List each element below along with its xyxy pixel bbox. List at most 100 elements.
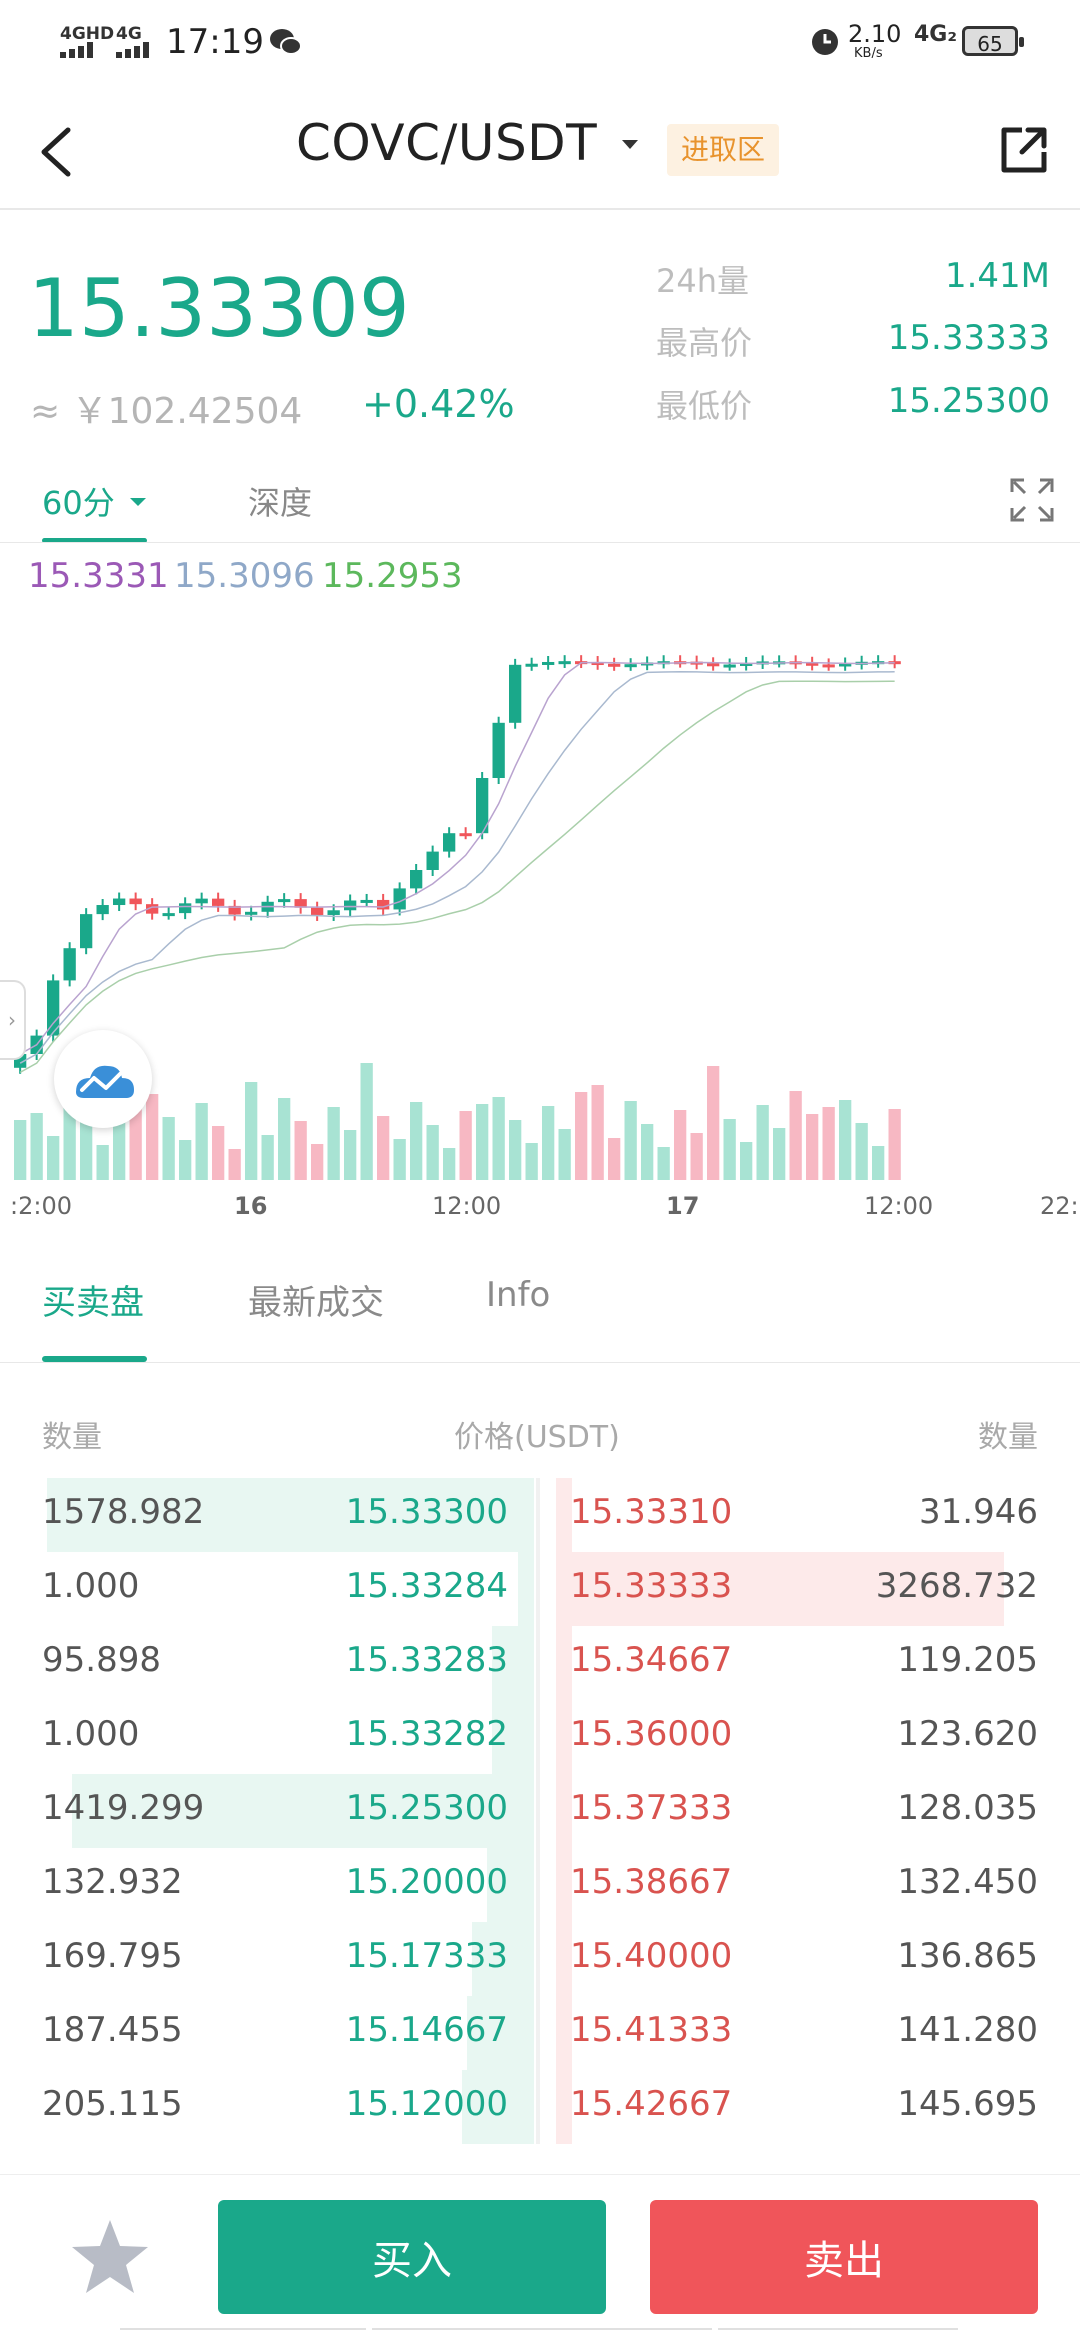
favorite-star-icon[interactable] xyxy=(68,2216,152,2300)
tab-depth[interactable]: 深度 xyxy=(248,484,313,522)
volume-bar xyxy=(278,1098,291,1180)
candle xyxy=(311,907,324,915)
volume-bar xyxy=(360,1063,373,1180)
volume-bar xyxy=(344,1130,357,1180)
bid-price: 15.33283 xyxy=(345,1640,508,1680)
pair-title[interactable]: COVC/USDT xyxy=(296,114,598,172)
ask-price: 15.42667 xyxy=(570,2084,733,2124)
volume-bar xyxy=(542,1106,555,1180)
ask-qty: 132.450 xyxy=(897,1862,1038,1902)
ask-qty: 136.865 xyxy=(897,1936,1038,1976)
orderbook-row[interactable]: 1419.299 15.25300 15.37333 128.035 xyxy=(0,1774,1080,1848)
buy-button[interactable]: 买入 xyxy=(218,2200,606,2314)
zone-badge: 进取区 xyxy=(667,124,780,176)
candle xyxy=(839,663,852,667)
orderbook-row[interactable]: 95.898 15.33283 15.34667 119.205 xyxy=(0,1626,1080,1700)
bid-depth-bar xyxy=(72,1774,522,1848)
volume-bar xyxy=(641,1124,654,1180)
orderbook-row[interactable]: 187.455 15.14667 15.41333 141.280 xyxy=(0,1996,1080,2070)
tab-interval[interactable]: 60分 xyxy=(42,484,115,522)
volume-bar xyxy=(806,1114,819,1180)
stat-label-high: 最高价 xyxy=(656,324,753,362)
bid-depth-bar xyxy=(467,1996,522,2070)
volume-bar xyxy=(575,1092,588,1180)
orderbook-row[interactable]: 132.932 15.20000 15.38667 132.450 xyxy=(0,1848,1080,1922)
bid-depth-bar xyxy=(492,1700,522,1774)
candle xyxy=(344,900,357,911)
volume-bar xyxy=(195,1103,208,1180)
volume-bar xyxy=(14,1120,27,1180)
stat-value-volume: 1.41M xyxy=(944,256,1050,296)
candle xyxy=(558,661,571,665)
ma-line xyxy=(19,680,895,1074)
volume-bar xyxy=(179,1140,192,1180)
orderbook-row[interactable]: 1.000 15.33282 15.36000 123.620 xyxy=(0,1700,1080,1774)
wechat-icon xyxy=(270,29,302,55)
bid-price: 15.33284 xyxy=(345,1566,508,1606)
bid-price: 15.14667 xyxy=(345,2010,508,2050)
x-tick-6: 22:0 xyxy=(1040,1192,1080,1220)
sell-button[interactable]: 卖出 xyxy=(650,2200,1038,2314)
stat-label-volume: 24h量 xyxy=(656,262,750,300)
book-tabs-divider xyxy=(0,1362,1080,1363)
volume-bar xyxy=(789,1091,802,1180)
drawer-handle[interactable]: › xyxy=(0,980,26,1060)
ma-line xyxy=(19,661,895,1055)
tab-interval-underline xyxy=(42,538,147,543)
ask-depth-bar xyxy=(558,2070,572,2144)
back-arrow-icon[interactable] xyxy=(36,124,76,180)
bid-qty: 1578.982 xyxy=(42,1492,205,1532)
ma-value-1: 15.3331 xyxy=(28,556,169,596)
candle xyxy=(129,898,142,905)
kline-chart[interactable] xyxy=(0,600,1080,1180)
chart-tabs-divider xyxy=(0,542,1080,543)
ask-depth-bar xyxy=(558,1700,572,1774)
volume-bar xyxy=(459,1111,472,1180)
ask-qty: 141.280 xyxy=(897,2010,1038,2050)
indicator-float-button[interactable] xyxy=(54,1030,152,1128)
ask-qty: 145.695 xyxy=(897,2084,1038,2124)
volume-bar xyxy=(476,1104,489,1180)
candle xyxy=(63,948,76,981)
bid-depth-bar xyxy=(462,2070,522,2144)
ask-depth-bar xyxy=(558,1848,572,1922)
pair-dropdown-caret-icon[interactable] xyxy=(622,140,638,149)
tab-info[interactable]: Info xyxy=(486,1275,551,1315)
candle xyxy=(377,899,390,910)
bid-price: 15.33300 xyxy=(345,1492,508,1532)
ask-price: 15.40000 xyxy=(570,1936,733,1976)
stat-value-high: 15.33333 xyxy=(887,318,1050,358)
tab-orderbook[interactable]: 买卖盘 xyxy=(42,1283,144,1323)
candle xyxy=(294,899,307,908)
orderbook-row[interactable]: 1578.982 15.33300 15.33310 31.946 xyxy=(0,1478,1080,1552)
bid-qty: 95.898 xyxy=(42,1640,161,1680)
volume-bar xyxy=(212,1126,225,1180)
fullscreen-icon[interactable] xyxy=(1010,478,1054,522)
volume-bar xyxy=(146,1094,159,1180)
ask-price: 15.33333 xyxy=(570,1566,733,1606)
volume-bar xyxy=(261,1135,274,1180)
ask-qty: 3268.732 xyxy=(875,1566,1038,1606)
bid-depth-bar xyxy=(487,1848,522,1922)
interval-caret-icon[interactable] xyxy=(130,498,146,506)
volume-bar xyxy=(30,1113,43,1180)
candle xyxy=(245,911,258,915)
volume-bar xyxy=(63,1099,76,1180)
network-indicator-3: 4G₂ xyxy=(914,22,958,47)
orderbook-row[interactable]: 1.000 15.33284 15.33333 3268.732 xyxy=(0,1552,1080,1626)
volume-bar xyxy=(393,1139,406,1180)
tab-latest-trades[interactable]: 最新成交 xyxy=(248,1283,384,1323)
candle xyxy=(146,904,159,914)
share-icon[interactable] xyxy=(998,124,1050,176)
bid-price: 15.20000 xyxy=(345,1862,508,1902)
volume-bar xyxy=(80,1122,93,1180)
bid-qty: 1.000 xyxy=(42,1714,140,1754)
ask-price: 15.34667 xyxy=(570,1640,733,1680)
volume-bar xyxy=(47,1136,60,1180)
orderbook-row[interactable]: 205.115 15.12000 15.42667 145.695 xyxy=(0,2070,1080,2144)
orderbook-row[interactable]: 169.795 15.17333 15.40000 136.865 xyxy=(0,1922,1080,1996)
ask-depth-bar xyxy=(558,1626,572,1700)
candle xyxy=(740,662,753,666)
bid-qty: 1419.299 xyxy=(42,1788,205,1828)
clock: 17:19 xyxy=(166,22,264,62)
